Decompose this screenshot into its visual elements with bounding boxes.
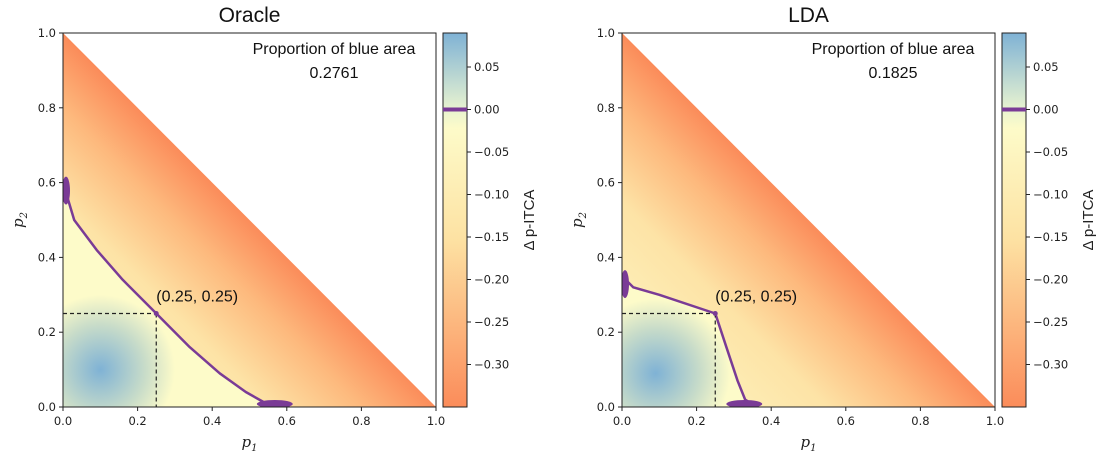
colorbar-tick-label: 0.05 — [474, 60, 500, 74]
y-tick-label: 0.8 — [597, 101, 615, 115]
colorbar-label: Δ p-ITCA — [521, 190, 538, 251]
highlight-point — [712, 311, 718, 316]
colorbar-scale — [1001, 32, 1027, 408]
x-tick-label: 0.8 — [911, 414, 929, 428]
colorbar: 0.05 0.00 −0.05 −0.10 −0.15 −0.20 −0.25 −0.30 Δ … — [442, 32, 538, 408]
y-axis-label-sub: 2 — [19, 212, 30, 219]
colorbar-tick-label: −0.05 — [1033, 145, 1068, 159]
colorbar-scale — [442, 32, 468, 408]
highlight-point — [153, 311, 159, 316]
y-tick-label: 0.0 — [597, 400, 615, 414]
chart-title: LDA — [788, 4, 829, 27]
contour-end-upper — [63, 176, 70, 205]
colorbar-tick-label: 0.00 — [474, 103, 500, 117]
y-tick-label: 0.4 — [597, 250, 615, 264]
x-tick-label: 0.2 — [128, 414, 146, 428]
x-tick-label: 0.6 — [278, 414, 296, 428]
colorbar: 0.05 0.00 −0.05 −0.10 −0.15 −0.20 −0.25 −0.30 Δ … — [1001, 32, 1097, 408]
colorbar-tick-label: −0.30 — [474, 358, 509, 372]
y-tick-label: 0.8 — [38, 101, 56, 115]
heatmap-field — [622, 33, 995, 407]
x-tick-label: 0.4 — [762, 414, 780, 428]
colorbar-tick-label: −0.30 — [1033, 358, 1068, 372]
colorbar-tick-label: −0.20 — [1033, 273, 1068, 287]
zero-contour — [622, 275, 757, 407]
x-tick-label: 0.0 — [613, 414, 631, 428]
x-tick-label: 0.4 — [203, 414, 221, 428]
colorbar-tick-label: −0.25 — [1033, 315, 1068, 329]
x-axis-label: p1 — [242, 433, 258, 454]
y-tick-label: 0.4 — [38, 250, 56, 264]
y-tick-label: 0.2 — [597, 325, 615, 339]
colorbar-tick-label: −0.25 — [474, 315, 509, 329]
heatmap-field — [63, 33, 436, 407]
colorbar-tick-label: −0.10 — [474, 188, 509, 202]
axes-frame — [62, 32, 437, 408]
x-tick-label: 0.8 — [352, 414, 370, 428]
panel-lda: (0.25, 0.25) 0.0 0.2 0.4 0.6 0.8 1.0 0.0 0.2 0.4 0… — [568, 4, 1097, 454]
point-label: (0.25, 0.25) — [715, 289, 797, 306]
y-tick-label: 1.0 — [597, 26, 615, 40]
proportion-title: Proportion of blue area — [253, 41, 416, 58]
y-tick-label: 0.6 — [597, 176, 615, 190]
y-tick-label: 0.2 — [38, 325, 56, 339]
x-tick-label: 1.0 — [986, 414, 1004, 428]
colorbar-zero-band — [443, 107, 467, 112]
colorbar-tick-label: −0.05 — [474, 145, 509, 159]
y-tick-label: 0.0 — [38, 400, 56, 414]
y-axis-label-sub: 2 — [578, 212, 589, 219]
contour-end-upper — [622, 270, 629, 299]
proportion-value: 0.1825 — [869, 65, 918, 82]
colorbar-tick-label: −0.15 — [474, 230, 509, 244]
x-tick-label: 1.0 — [427, 414, 445, 428]
axes-frame — [621, 32, 996, 408]
x-tick-label: 0.2 — [687, 414, 705, 428]
point-label: (0.25, 0.25) — [156, 289, 238, 306]
colorbar-tick-label: 0.05 — [1033, 60, 1059, 74]
y-axis-label: p2 — [9, 212, 30, 228]
x-axis-label-sub: 1 — [251, 443, 257, 454]
chart-title: Oracle — [219, 4, 281, 27]
x-tick-label: 0.6 — [837, 414, 855, 428]
colorbar-zero-band — [1002, 107, 1026, 112]
colorbar-tick-label: −0.20 — [474, 273, 509, 287]
x-axis-label: p1 — [801, 433, 817, 454]
x-tick-label: 0.0 — [54, 414, 72, 428]
colorbar-tick-label: −0.15 — [1033, 230, 1068, 244]
colorbar-label: Δ p-ITCA — [1080, 190, 1097, 251]
y-tick-label: 1.0 — [38, 26, 56, 40]
zero-contour — [63, 182, 288, 407]
x-axis-label-sub: 1 — [810, 443, 816, 454]
contour-end-lower — [726, 400, 763, 407]
proportion-title: Proportion of blue area — [812, 41, 975, 58]
y-tick-label: 0.6 — [38, 176, 56, 190]
colorbar-tick-label: −0.10 — [1033, 188, 1068, 202]
colorbar-tick-label: 0.00 — [1033, 103, 1059, 117]
contour-end-lower — [256, 400, 293, 407]
y-axis-label: p2 — [568, 212, 589, 228]
proportion-value: 0.2761 — [310, 65, 359, 82]
panel-oracle: (0.25, 0.25) 0.0 0.2 0.4 0.6 0.8 1.0 0.0 0.2 0.4 0… — [9, 4, 538, 454]
